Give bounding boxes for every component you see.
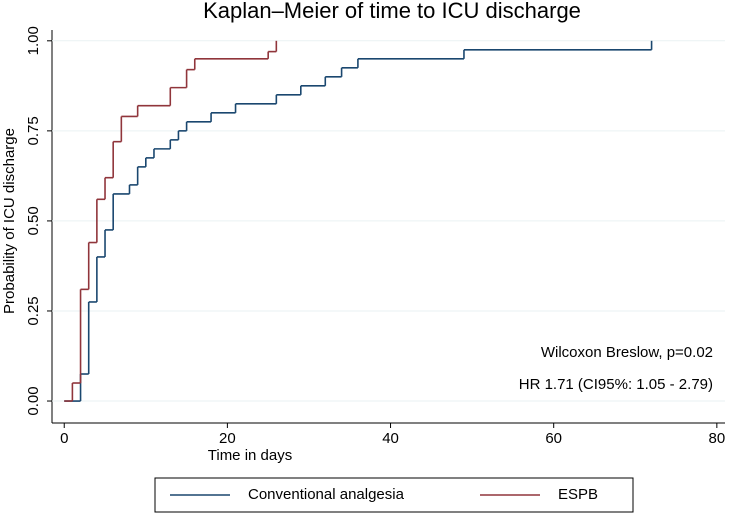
y-tick-label: 0.75 [25, 116, 42, 145]
y-tick-label: 1.00 [25, 26, 42, 55]
y-tick-label: 0.00 [25, 386, 42, 415]
x-tick-label: 80 [708, 430, 725, 447]
x-tick-label: 40 [382, 430, 399, 447]
legend-box [154, 477, 634, 513]
x-axis-label: Time in days [208, 447, 292, 464]
y-tick-label: 0.25 [25, 296, 42, 325]
legend-label: Conventional analgesia [248, 486, 405, 503]
annotation: HR 1.71 (CI95%: 1.05 - 2.79) [519, 376, 713, 393]
annotation: Wilcoxon Breslow, p=0.02 [541, 344, 713, 361]
x-tick-label: 0 [60, 430, 68, 447]
x-tick-label: 60 [545, 430, 562, 447]
x-tick-label: 20 [219, 430, 236, 447]
y-axis-label: Probability of ICU discharge [1, 128, 18, 314]
legend-label: ESPB [558, 486, 598, 503]
y-tick-label: 0.50 [25, 206, 42, 235]
chart-title: Kaplan–Meier of time to ICU discharge [203, 0, 581, 23]
